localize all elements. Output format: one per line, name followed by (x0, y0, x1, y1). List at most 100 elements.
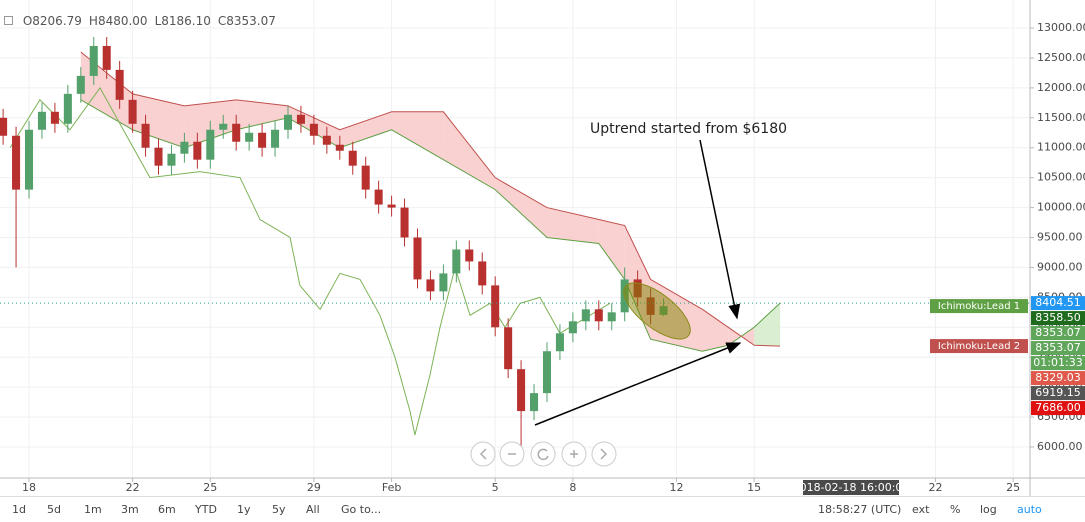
candle-body (452, 249, 461, 274)
candle-body (193, 141, 202, 160)
x-tick-label: 25 (1006, 481, 1020, 494)
candle-body (0, 117, 8, 136)
range-button[interactable]: All (306, 503, 320, 516)
option-button[interactable]: % (950, 503, 961, 516)
x-tick-label: 29 (307, 481, 321, 494)
price-marker-label: 8353.07 (1035, 341, 1081, 354)
x-tick-label: Feb (382, 481, 401, 494)
annotation: Uptrend started from $6180 (590, 121, 787, 137)
candle-body (219, 123, 228, 130)
price-marker-label: 6919.15 (1035, 386, 1081, 399)
price-marker-label: 7686.00 (1035, 401, 1081, 414)
countdown: 01:01:33 (1033, 356, 1082, 369)
candle-body (387, 204, 396, 208)
candle-body (271, 129, 280, 148)
candle-body (374, 189, 383, 205)
crosshair-date: 2018-02-18 16:00:00 (793, 481, 910, 494)
candle-body (283, 114, 293, 130)
nav-icons (479, 448, 608, 461)
range-button[interactable]: Go to... (341, 503, 382, 516)
ohlc-header: O8206.79 H8480.00 L8186.10 C8353.07 (4, 14, 283, 28)
arrow (699, 139, 741, 320)
ohlc-value: 8186.10 (161, 14, 211, 28)
price-marker (1031, 311, 1085, 326)
candle-body (607, 312, 616, 322)
candle-body (555, 333, 564, 352)
y-tick-label: 6000.00 (1037, 440, 1083, 453)
candle-body (439, 273, 448, 292)
plot (0, 36, 1030, 447)
candle-body (530, 393, 539, 412)
candle-body (478, 261, 487, 286)
candle-body (581, 309, 590, 322)
price-marker (1031, 401, 1085, 416)
range-button[interactable]: 1d (12, 503, 26, 516)
candle-body (361, 165, 370, 190)
price-marker (1031, 326, 1085, 341)
cloud-fill (236, 99, 288, 130)
cloud-line (80, 51, 781, 347)
range-button[interactable]: 1y (237, 503, 251, 516)
cloud-fill (443, 111, 496, 190)
price-marker (1031, 371, 1085, 386)
candle-body (542, 351, 551, 394)
range-button[interactable]: 3m (121, 503, 139, 516)
price-marker (1031, 296, 1085, 311)
y-tick-label: 10000.00 (1037, 201, 1085, 214)
price-marker-label: 8353.07 (1035, 326, 1081, 339)
price-marker (1031, 341, 1085, 356)
candle-body (413, 237, 422, 280)
ohlc-value: 8206.79 (32, 14, 82, 28)
cloud-fill (598, 219, 625, 280)
range-button[interactable]: YTD (195, 503, 217, 516)
candle-body (128, 99, 137, 124)
candle-body (400, 207, 409, 238)
candle-body (206, 129, 215, 160)
scroll-right-button[interactable] (591, 441, 617, 467)
option-button[interactable]: ext (912, 503, 930, 516)
y-tick-label: 9500.00 (1037, 231, 1083, 244)
candle-body (426, 279, 435, 292)
cloud-fill (754, 303, 781, 347)
option-button[interactable]: auto (1017, 503, 1042, 516)
ohlc-key: H (88, 14, 98, 28)
y-tick-label: 12000.00 (1037, 81, 1085, 94)
candle-body (322, 135, 331, 145)
range-button[interactable]: 1m (84, 503, 102, 516)
range-button[interactable]: 5d (47, 503, 61, 516)
candle-body (465, 249, 474, 262)
candle-body (504, 327, 513, 370)
reset-button[interactable] (530, 441, 556, 467)
candle-body (491, 285, 500, 328)
toolbar: 1d 5d 1m 3m 6m YTD 1y 5y All Go to... 18:58:27 (UT… (0, 496, 1085, 522)
candle-body (154, 147, 163, 166)
ohlc-key: C (217, 14, 227, 28)
x-tick-label: 25 (203, 481, 217, 494)
candle-body (115, 69, 124, 100)
series-tag-label: Ichimoku:Lead 2 (938, 341, 1020, 352)
cloud-fill (391, 111, 444, 160)
candle-body (37, 111, 46, 130)
price-marker-label: 8404.51 (1035, 296, 1081, 309)
cloud-fill (495, 177, 547, 238)
x-tick-label: 22 (126, 481, 140, 494)
candle-body (232, 123, 241, 142)
x-tick-label: 8 (569, 481, 576, 494)
y-tick-label: 9000.00 (1037, 260, 1083, 273)
x-tick-label: 22 (928, 481, 942, 494)
candle-body (167, 153, 176, 166)
candle-body (568, 321, 577, 334)
grid (0, 0, 1030, 478)
candle-body (309, 123, 318, 136)
axes: 6000.006500.007000.007500.008000.008500.… (22, 21, 1085, 494)
indicator-line (9, 86, 611, 436)
option-button[interactable]: log (980, 503, 997, 516)
crosshair-date-box (803, 480, 899, 495)
scroll-left-button[interactable] (470, 441, 496, 467)
range-button[interactable]: 5y (272, 503, 286, 516)
range-button[interactable]: 6m (158, 503, 176, 516)
candle-body (24, 129, 34, 190)
y-tick-label: 12500.00 (1037, 51, 1085, 64)
candle-body (12, 135, 21, 190)
arrow (534, 342, 742, 426)
